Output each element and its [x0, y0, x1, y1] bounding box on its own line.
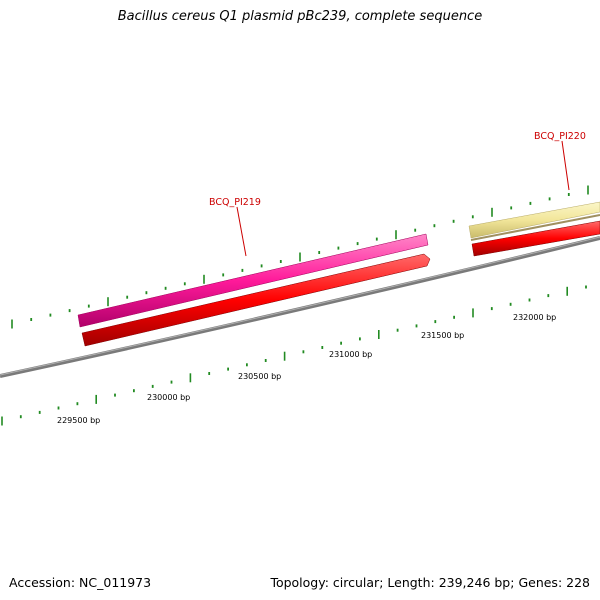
accession-info: Accession: NC_011973	[9, 575, 151, 590]
gene-lane-baseline	[470, 214, 600, 241]
topology-value: circular	[332, 575, 380, 590]
cds-arrow-bcq-pi220	[471, 220, 600, 257]
cds-arrow-bcq-pi219	[81, 253, 431, 347]
sequence-backbone	[0, 236, 600, 378]
label-leader-bcq-pi220	[561, 140, 570, 191]
map-title: Bacillus cereus Q1 plasmid pBc239, compl…	[117, 9, 483, 24]
length-label: Length:	[387, 575, 435, 590]
gene-feature-bcq-pi220[interactable]	[468, 201, 600, 239]
topology-label: Topology:	[270, 575, 329, 590]
cds-feature-bcq-pi219[interactable]	[81, 253, 431, 347]
accession-label: Accession:	[9, 575, 76, 590]
cds-feature-bcq-pi220[interactable]	[471, 220, 600, 257]
gene-bar-bcq-pi220	[468, 201, 600, 239]
length-value: 239,246 bp	[438, 575, 511, 590]
scale-label-230000: 230000 bp	[147, 393, 190, 402]
sequence-summary: Topology: circular; Length: 239,246 bp; …	[270, 575, 590, 590]
outer-tick-ring	[11, 185, 589, 329]
accession-value: NC_011973	[79, 575, 152, 590]
label-leader-bcq-pi219	[236, 206, 247, 257]
scale-label-232000: 232000 bp	[513, 313, 556, 322]
genes-value: 228	[566, 575, 590, 590]
scale-label-231500: 231500 bp	[421, 331, 464, 340]
scale-label-230500: 230500 bp	[238, 372, 281, 381]
feature-label-bcq-pi219[interactable]: BCQ_PI219	[209, 197, 261, 208]
scale-label-229500: 229500 bp	[57, 416, 100, 425]
gene-bar-bcq-pi219	[77, 233, 429, 328]
scale-label-231000: 231000 bp	[329, 350, 372, 359]
feature-label-bcq-pi220[interactable]: BCQ_PI220	[534, 131, 586, 142]
sequence-backbone-highlight	[0, 236, 600, 376]
genes-label: Genes:	[518, 575, 563, 590]
gene-feature-bcq-pi219[interactable]	[77, 233, 429, 328]
inner-tick-ring	[1, 285, 587, 426]
